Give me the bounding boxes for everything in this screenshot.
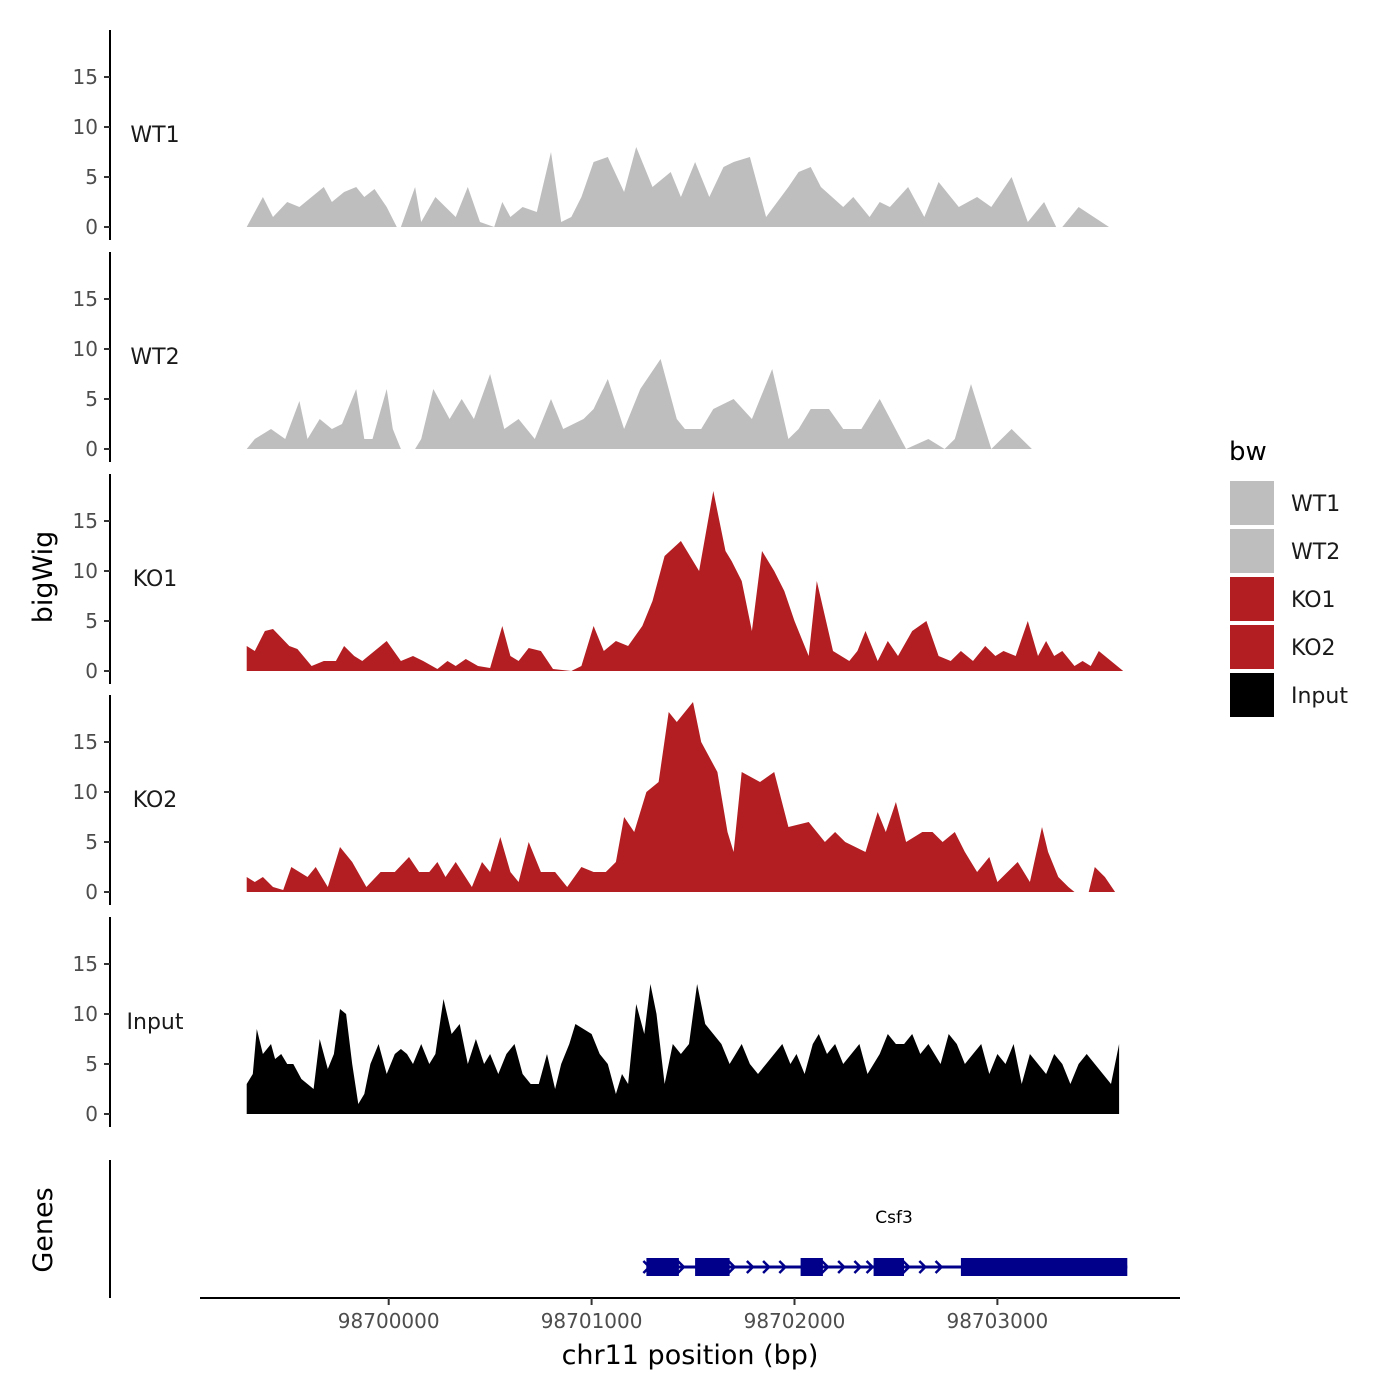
- genes-axis-title: Genes: [28, 1187, 59, 1272]
- legend-swatch-ko1: [1230, 577, 1274, 621]
- legend-swatch-wt1: [1230, 481, 1274, 525]
- track-label-wt2: WT2: [130, 345, 179, 370]
- legend-label-ko2: KO2: [1291, 636, 1336, 661]
- y-tick-label: 0: [85, 880, 98, 904]
- x-tick-label: 98701000: [541, 1309, 643, 1333]
- coverage-area-wt2: [246, 359, 1120, 449]
- strand-arrow: [902, 1260, 911, 1274]
- y-tick-label: 5: [85, 609, 98, 633]
- gene-exon: [646, 1258, 679, 1276]
- y-tick-label: 5: [85, 830, 98, 854]
- strand-arrow: [934, 1260, 944, 1274]
- y-tick-label: 10: [73, 115, 98, 139]
- y-tick-label: 10: [73, 559, 98, 583]
- strand-arrow: [762, 1260, 771, 1274]
- coverage-area-ko1: [246, 491, 1124, 671]
- strand-arrow: [837, 1260, 846, 1274]
- gene-label-csf3: Csf3: [875, 1208, 913, 1228]
- track-wt2: 0 5 10 15 WT2: [73, 252, 1120, 462]
- x-tick-label: 98702000: [744, 1309, 846, 1333]
- y-tick-label: 10: [73, 337, 98, 361]
- y-tick-label: 0: [85, 659, 98, 683]
- legend-label-wt2: WT2: [1291, 540, 1340, 565]
- strand-arrow: [676, 1260, 686, 1274]
- y-tick-label: 15: [73, 287, 98, 311]
- strand-arrow: [853, 1260, 863, 1274]
- legend-swatch-input: [1230, 673, 1274, 717]
- x-axis: 98700000 98701000 98702000 98703000: [200, 1297, 1180, 1333]
- strand-arrow: [778, 1260, 788, 1274]
- legend-label-wt1: WT1: [1291, 492, 1340, 517]
- strand-arrow: [918, 1260, 928, 1274]
- y-tick-label: 15: [73, 65, 98, 89]
- track-label-ko2: KO2: [133, 788, 178, 813]
- legend-label-ko1: KO1: [1291, 588, 1336, 613]
- y-tick-label: 15: [73, 952, 98, 976]
- gene-exon: [960, 1258, 1128, 1276]
- gene-exon: [800, 1258, 823, 1276]
- track-label-input: Input: [127, 1010, 184, 1035]
- gene-exon: [695, 1258, 730, 1276]
- coverage-area-wt1: [246, 147, 1109, 227]
- tracks: 0 5 10 15 WT1 0 5 10 15 WT2 0 5 10 15 KO1 0 5 10 15 KO2 0 5 10…: [73, 30, 1124, 1127]
- y-tick-label: 5: [85, 387, 98, 411]
- legend: bw WT1 WT2 KO1 KO2 Input: [1229, 437, 1348, 717]
- y-tick-label: 0: [85, 215, 98, 239]
- y-tick-label: 0: [85, 1102, 98, 1126]
- x-tick-label: 98700000: [338, 1309, 440, 1333]
- track-ko1: 0 5 10 15 KO1: [73, 474, 1124, 684]
- track-label-ko1: KO1: [133, 567, 178, 592]
- y-axis-title: bigWig: [28, 531, 59, 624]
- y-tick-label: 15: [73, 730, 98, 754]
- legend-label-input: Input: [1291, 684, 1348, 709]
- coverage-area-ko2: [246, 702, 1116, 892]
- track-wt1: 0 5 10 15 WT1: [73, 30, 1109, 240]
- x-tick-label: 98703000: [946, 1309, 1048, 1333]
- strand-arrow: [727, 1260, 737, 1274]
- y-tick-label: 10: [73, 780, 98, 804]
- track-ko2: 0 5 10 15 KO2: [73, 695, 1116, 905]
- genes-panel: Csf3: [109, 1160, 1128, 1298]
- track-input: 0 5 10 15 Input: [73, 917, 1120, 1127]
- y-tick-label: 5: [85, 1052, 98, 1076]
- legend-swatch-wt2: [1230, 529, 1274, 573]
- legend-title: bw: [1229, 437, 1267, 467]
- x-axis-title: chr11 position (bp): [562, 1340, 819, 1371]
- gene-exon: [873, 1258, 904, 1276]
- strand-arrow: [865, 1260, 875, 1274]
- legend-swatch-ko2: [1230, 625, 1274, 669]
- strand-arrow: [745, 1260, 755, 1274]
- y-tick-label: 15: [73, 509, 98, 533]
- y-tick-label: 10: [73, 1002, 98, 1026]
- track-label-wt1: WT1: [130, 123, 179, 148]
- coverage-area-input: [246, 984, 1120, 1114]
- strand-arrow: [821, 1260, 830, 1274]
- y-tick-label: 5: [85, 165, 98, 189]
- y-tick-label: 0: [85, 437, 98, 461]
